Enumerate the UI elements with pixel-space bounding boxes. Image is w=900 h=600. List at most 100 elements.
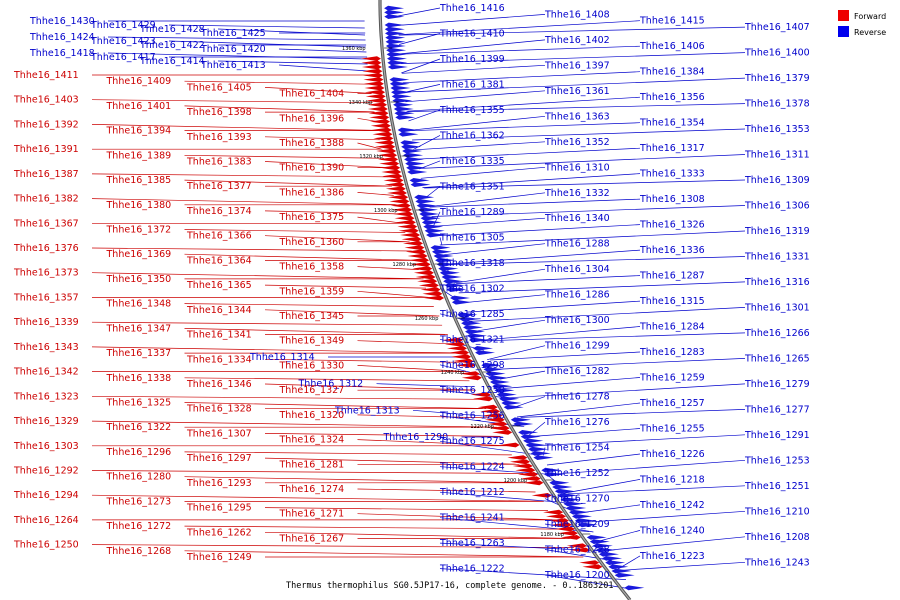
gene-label[interactable]: Thhe16_1257 (639, 398, 705, 409)
gene-label[interactable]: Thhe16_1415 (639, 16, 705, 27)
gene-label[interactable]: Thhe16_1313 (334, 405, 400, 416)
gene-label[interactable]: Thhe16_1309 (744, 175, 810, 186)
gene-label[interactable]: Thhe16_1401 (106, 101, 172, 112)
gene-label[interactable]: Thhe16_1274 (279, 484, 345, 495)
gene-label[interactable]: Thhe16_1306 (744, 201, 810, 212)
gene-label[interactable]: Thhe16_1242 (639, 500, 705, 511)
gene-label[interactable]: Thhe16_1414 (139, 56, 205, 67)
gene-label[interactable]: Thhe16_1359 (279, 286, 345, 297)
gene-label[interactable]: Thhe16_1332 (544, 188, 610, 199)
gene-label[interactable]: Thhe16_1256 (439, 411, 505, 422)
gene-label[interactable]: Thhe16_1222 (439, 564, 505, 575)
gene-label[interactable]: Thhe16_1287 (639, 271, 705, 282)
gene-label[interactable]: Thhe16_1210 (744, 506, 810, 517)
gene-label[interactable]: Thhe16_1271 (279, 509, 345, 520)
gene-label[interactable]: Thhe16_1326 (639, 220, 705, 231)
gene-label[interactable]: Thhe16_1331 (744, 252, 810, 263)
gene-label[interactable]: Thhe16_1212 (439, 487, 505, 498)
gene-label[interactable]: Thhe16_1410 (439, 29, 505, 40)
gene-label[interactable]: Thhe16_1378 (744, 99, 810, 110)
gene-label[interactable]: Thhe16_1280 (106, 472, 172, 483)
gene-label[interactable]: Thhe16_1341 (186, 330, 252, 341)
gene-label[interactable]: Thhe16_1333 (639, 169, 705, 180)
gene-label[interactable]: Thhe16_1243 (744, 557, 810, 568)
gene-label[interactable]: Thhe16_1367 (13, 218, 79, 229)
gene-label[interactable]: Thhe16_1307 (186, 428, 252, 439)
gene-label[interactable]: Thhe16_1297 (186, 453, 252, 464)
gene-label[interactable]: Thhe16_1343 (13, 342, 79, 353)
gene-label[interactable]: Thhe16_1405 (186, 82, 252, 93)
gene-label[interactable]: Thhe16_1262 (186, 527, 252, 538)
gene-label[interactable]: Thhe16_1392 (13, 119, 79, 130)
gene-label[interactable]: Thhe16_1344 (186, 305, 252, 316)
gene-label[interactable]: Thhe16_1240 (639, 525, 705, 536)
gene-label[interactable]: Thhe16_1360 (279, 237, 345, 248)
gene-label[interactable]: Thhe16_1398 (186, 107, 252, 118)
gene-label[interactable]: Thhe16_1358 (279, 262, 345, 273)
gene-label[interactable]: Thhe16_1383 (186, 157, 252, 168)
gene-label[interactable]: Thhe16_1323 (13, 391, 79, 402)
gene-label[interactable]: Thhe16_1249 (186, 552, 252, 563)
gene-label[interactable]: Thhe16_1270 (544, 494, 610, 505)
gene-label[interactable]: Thhe16_1353 (744, 124, 810, 135)
gene-label[interactable]: Thhe16_1384 (639, 67, 705, 78)
gene-label[interactable]: Thhe16_1397 (544, 60, 610, 71)
gene-label[interactable]: Thhe16_1366 (186, 231, 252, 242)
gene-label[interactable]: Thhe16_1325 (106, 398, 172, 409)
gene-label[interactable]: Thhe16_1409 (106, 76, 172, 87)
gene-label[interactable]: Thhe16_1345 (279, 311, 345, 322)
gene-label[interactable]: Thhe16_1294 (13, 490, 79, 501)
gene-label[interactable]: Thhe16_1340 (544, 213, 610, 224)
gene-label[interactable]: Thhe16_1320 (279, 410, 345, 421)
gene-label[interactable]: Thhe16_1356 (639, 92, 705, 103)
gene-label[interactable]: Thhe16_1279 (744, 379, 810, 390)
gene-label[interactable]: Thhe16_1263 (439, 538, 505, 549)
gene-label[interactable]: Thhe16_1288 (544, 239, 610, 250)
gene-label[interactable]: Thhe16_1291 (744, 430, 810, 441)
gene-label[interactable]: Thhe16_1226 (639, 449, 705, 460)
gene-label[interactable]: Thhe16_1255 (639, 424, 705, 435)
gene-label[interactable]: Thhe16_1315 (639, 296, 705, 307)
gene-label[interactable]: Thhe16_1328 (186, 404, 252, 415)
gene-label[interactable]: Thhe16_1293 (186, 478, 252, 489)
gene-label[interactable]: Thhe16_1273 (106, 496, 172, 507)
gene-label[interactable]: Thhe16_1265 (744, 353, 810, 364)
gene-label[interactable]: Thhe16_1386 (279, 187, 345, 198)
gene-label[interactable]: Thhe16_1254 (544, 443, 610, 454)
gene-label[interactable]: Thhe16_1286 (544, 290, 610, 301)
gene-label[interactable]: Thhe16_1329 (13, 416, 79, 427)
gene-label[interactable]: Thhe16_1425 (200, 28, 266, 39)
gene-label[interactable]: Thhe16_1372 (106, 225, 172, 236)
gene-label[interactable]: Thhe16_1403 (13, 95, 79, 106)
gene-label[interactable]: Thhe16_1385 (106, 175, 172, 186)
gene-label[interactable]: Thhe16_1417 (90, 52, 156, 63)
gene-label[interactable]: Thhe16_1267 (279, 534, 345, 545)
gene-label[interactable]: Thhe16_1374 (186, 206, 252, 217)
gene-label[interactable]: Thhe16_1376 (13, 243, 79, 254)
gene-label[interactable]: Thhe16_1276 (544, 417, 610, 428)
gene-label[interactable]: Thhe16_1382 (13, 194, 79, 205)
gene-label[interactable]: Thhe16_1334 (186, 354, 252, 365)
gene-label[interactable]: Thhe16_1224 (439, 462, 505, 473)
gene-label[interactable]: Thhe16_1387 (13, 169, 79, 180)
gene-label[interactable]: Thhe16_1418 (29, 48, 95, 59)
gene-label[interactable]: Thhe16_1390 (279, 163, 345, 174)
gene-label[interactable]: Thhe16_1318 (439, 258, 505, 269)
gene-label[interactable]: Thhe16_1264 (13, 515, 79, 526)
gene-label[interactable]: Thhe16_1321 (439, 334, 505, 345)
gene-label[interactable]: Thhe16_1350 (106, 274, 172, 285)
gene-label[interactable]: Thhe16_1355 (439, 105, 505, 116)
gene-label[interactable]: Thhe16_1361 (544, 86, 610, 97)
gene-label[interactable]: Thhe16_1310 (544, 162, 610, 173)
gene-label[interactable]: Thhe16_1296 (106, 447, 172, 458)
gene-label[interactable]: Thhe16_1209 (544, 519, 610, 530)
gene-label[interactable]: Thhe16_1223 (639, 551, 705, 562)
gene-label[interactable]: Thhe16_1423 (90, 36, 156, 47)
gene-label[interactable]: Thhe16_1283 (639, 347, 705, 358)
gene-label[interactable]: Thhe16_1299 (544, 341, 610, 352)
gene-label[interactable]: Thhe16_1364 (186, 255, 252, 266)
gene-label[interactable]: Thhe16_1218 (639, 474, 705, 485)
gene-label[interactable]: Thhe16_1429 (90, 20, 156, 31)
gene-label[interactable]: Thhe16_1322 (106, 422, 172, 433)
gene-label[interactable]: Thhe16_1277 (744, 404, 810, 415)
